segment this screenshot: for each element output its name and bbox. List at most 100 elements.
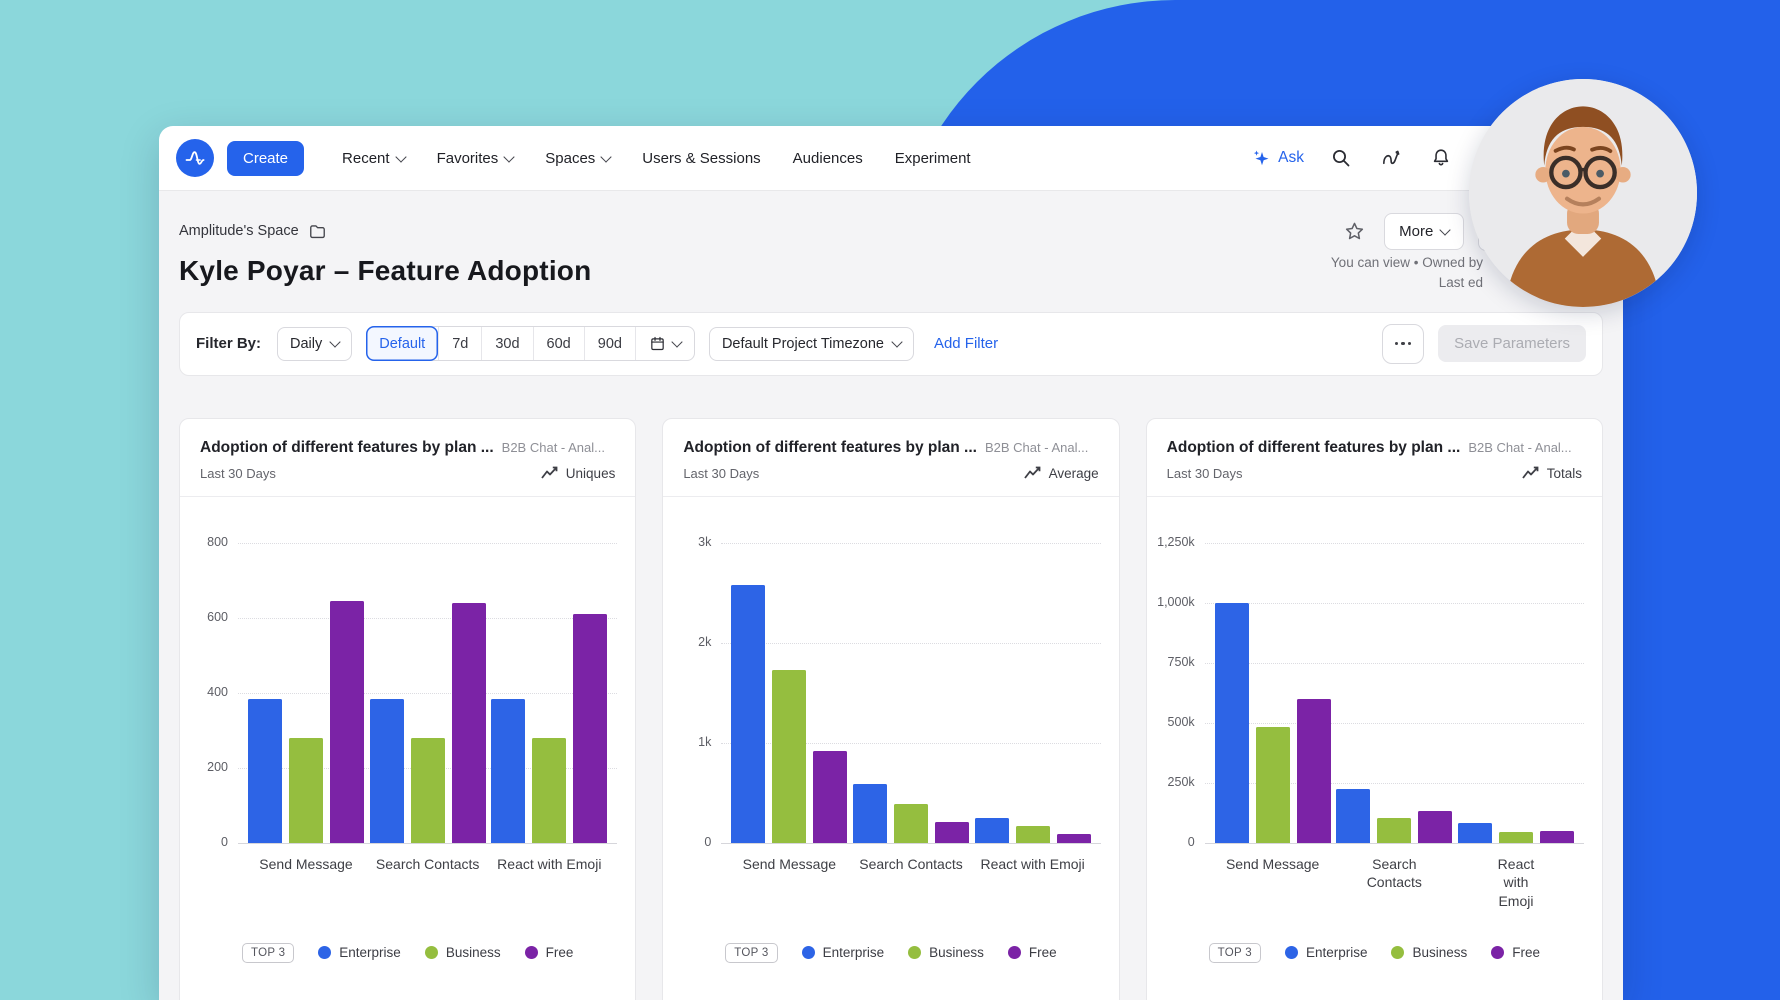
- bar-enterprise[interactable]: [491, 698, 526, 843]
- bar-enterprise[interactable]: [1336, 788, 1371, 843]
- nav-item-users-sessions[interactable]: Users & Sessions: [626, 142, 776, 175]
- timezone-select[interactable]: Default Project Timezone: [708, 326, 914, 361]
- amplitude-logo[interactable]: [176, 139, 214, 177]
- legend-item-free[interactable]: Free: [1491, 945, 1540, 960]
- bar-free[interactable]: [1418, 810, 1453, 843]
- card-header[interactable]: Adoption of different features by plan .…: [180, 419, 636, 497]
- save-parameters-button[interactable]: Save Parameters: [1438, 325, 1586, 362]
- bar-group: React with Emoji: [974, 543, 1091, 874]
- range-default[interactable]: Default: [366, 326, 439, 361]
- range-60d[interactable]: 60d: [532, 327, 584, 360]
- favorite-star-button[interactable]: [1339, 216, 1370, 247]
- gridline: [721, 842, 1101, 844]
- legend-label: Business: [929, 945, 984, 960]
- more-button[interactable]: More: [1384, 212, 1465, 250]
- range-90d[interactable]: 90d: [583, 327, 635, 360]
- bar-free[interactable]: [573, 613, 608, 843]
- chart-title[interactable]: Adoption of different features by plan .…: [683, 438, 977, 456]
- chart-title[interactable]: Adoption of different features by plan .…: [200, 438, 494, 456]
- bar-free[interactable]: [451, 602, 486, 843]
- bar-business[interactable]: [1255, 726, 1290, 843]
- bar-enterprise[interactable]: [852, 783, 887, 843]
- permissions-meta: You can view • Owned by Last ed: [1331, 253, 1483, 294]
- chart-date-range: Last 30 Days: [200, 465, 276, 481]
- legend-item-business[interactable]: Business: [424, 945, 501, 960]
- bar-group: Search Contacts: [852, 543, 969, 874]
- nav-item-favorites[interactable]: Favorites: [421, 142, 530, 175]
- bar-enterprise[interactable]: [369, 698, 404, 843]
- legend-item-free[interactable]: Free: [1007, 945, 1057, 960]
- legend-item-free[interactable]: Free: [524, 945, 573, 960]
- y-tick-label: 500k: [1167, 714, 1195, 729]
- bar-free[interactable]: [1539, 830, 1574, 843]
- legend-label: Free: [1512, 945, 1541, 960]
- chart-source: B2B Chat - Anal...: [1468, 439, 1572, 455]
- nav-item-spaces[interactable]: Spaces: [529, 142, 626, 175]
- legend-item-enterprise[interactable]: Enterprise: [801, 945, 884, 960]
- chart-metric-label: Totals: [1546, 465, 1582, 481]
- bar-enterprise[interactable]: [248, 698, 282, 843]
- bar-enterprise[interactable]: [1457, 822, 1492, 843]
- notebooks-button[interactable]: [1378, 145, 1404, 171]
- bar-business[interactable]: [532, 737, 567, 843]
- bar-business[interactable]: [1377, 817, 1412, 843]
- bar-business[interactable]: [410, 737, 445, 843]
- chevron-down-icon: [329, 336, 341, 348]
- range-7d[interactable]: 7d: [438, 327, 481, 360]
- search-button[interactable]: [1328, 145, 1354, 171]
- custom-date-range-button[interactable]: [634, 327, 694, 360]
- more-options-button[interactable]: [1382, 323, 1425, 364]
- legend-item-business[interactable]: Business: [1391, 945, 1467, 960]
- user-avatar[interactable]: [1469, 79, 1697, 307]
- breadcrumb[interactable]: Amplitude's Space: [179, 222, 327, 241]
- bar-group: Send Message: [731, 543, 848, 874]
- bar-enterprise[interactable]: [1214, 602, 1249, 843]
- bar-free[interactable]: [813, 750, 848, 843]
- add-filter-link[interactable]: Add Filter: [933, 335, 999, 352]
- y-axis: 0 250k 500k 750k 1,000k 1,250k: [1157, 535, 1205, 849]
- notifications-button[interactable]: [1428, 145, 1454, 171]
- bar-free[interactable]: [1296, 698, 1331, 843]
- filter-by-label: Filter By:: [196, 335, 262, 352]
- nav-item-label: Experiment: [894, 149, 971, 167]
- bar-free[interactable]: [934, 821, 969, 843]
- meta-line1: You can view • Owned by: [1330, 255, 1483, 270]
- bar-business[interactable]: [893, 803, 928, 843]
- bar-business[interactable]: [1498, 831, 1533, 843]
- bar-business[interactable]: [772, 669, 807, 843]
- bar-enterprise[interactable]: [974, 817, 1009, 843]
- gridline: [1204, 722, 1584, 724]
- card-header[interactable]: Adoption of different features by plan .…: [663, 419, 1119, 497]
- nav-item-recent[interactable]: Recent: [326, 142, 421, 175]
- nav-item-label: Audiences: [792, 149, 863, 167]
- sparkle-icon: [1254, 150, 1269, 166]
- amplitude-wave-icon: [185, 151, 205, 165]
- bar-enterprise[interactable]: [731, 584, 766, 843]
- bar-free[interactable]: [330, 600, 364, 843]
- create-button[interactable]: Create: [227, 140, 305, 176]
- y-tick-label: 0: [1187, 834, 1195, 849]
- legend-label: Enterprise: [339, 945, 401, 960]
- legend-item-business[interactable]: Business: [908, 945, 984, 960]
- bar-business[interactable]: [289, 737, 323, 843]
- chart-title[interactable]: Adoption of different features by plan .…: [1166, 438, 1461, 456]
- chart-metric: Average: [1023, 466, 1099, 481]
- bar-free[interactable]: [1056, 833, 1091, 843]
- card-header[interactable]: Adoption of different features by plan .…: [1146, 419, 1602, 497]
- gridline: [1204, 542, 1584, 544]
- nav-item-experiment[interactable]: Experiment: [879, 142, 987, 175]
- interval-select[interactable]: Daily: [277, 326, 353, 361]
- date-range-segmented-control: Default 7d 30d 60d 90d: [366, 326, 695, 361]
- more-label: More: [1399, 222, 1434, 240]
- chevron-down-icon: [600, 150, 612, 163]
- legend-item-enterprise[interactable]: Enterprise: [1284, 945, 1367, 960]
- ask-button[interactable]: Ask: [1251, 148, 1304, 168]
- range-30d[interactable]: 30d: [481, 327, 532, 360]
- bar-business[interactable]: [1015, 825, 1050, 843]
- chart-metric-label: Uniques: [565, 465, 616, 481]
- y-axis: 0 200 400 600 800: [190, 535, 238, 849]
- legend-item-enterprise[interactable]: Enterprise: [318, 945, 401, 960]
- nav-item-audiences[interactable]: Audiences: [777, 142, 879, 175]
- bar-group: React with Emoji: [1457, 543, 1574, 912]
